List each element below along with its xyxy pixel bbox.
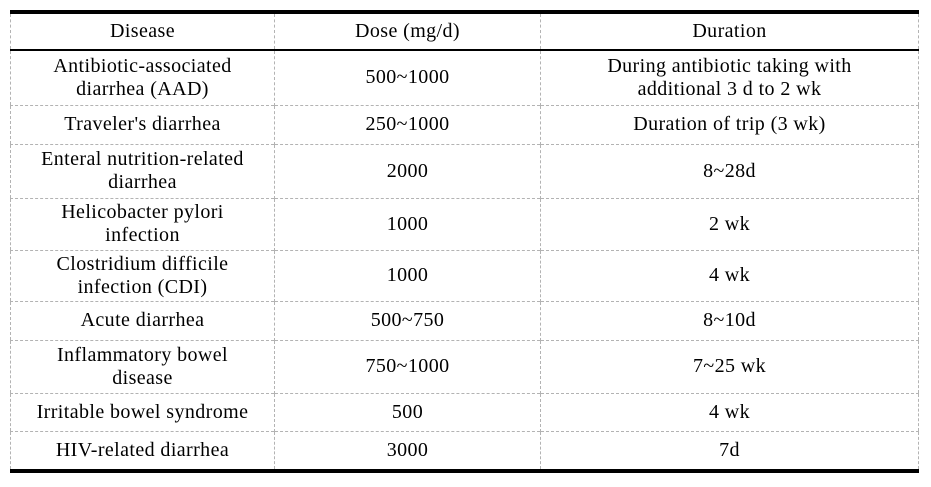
duration-cell: 8~28d <box>540 144 919 198</box>
duration-cell: Duration of trip (3 wk) <box>540 105 919 144</box>
dosage-table-container: Disease Dose (mg/d) Duration Antibiotic-… <box>10 10 919 473</box>
table-row: Helicobacter pylori infection 1000 2 wk <box>10 198 919 250</box>
table-row: HIV-related diarrhea 3000 7d <box>10 431 919 471</box>
duration-cell: 8~10d <box>540 301 919 340</box>
disease-dose-duration-table: Disease Dose (mg/d) Duration Antibiotic-… <box>10 10 919 473</box>
duration-cell: 7~25 wk <box>540 340 919 393</box>
table-row: Clostridium difficile infection (CDI) 10… <box>10 250 919 301</box>
disease-cell: Traveler's diarrhea <box>64 113 221 135</box>
dose-cell: 2000 <box>274 144 541 198</box>
dose-cell: 1000 <box>274 198 541 250</box>
dose-cell: 250~1000 <box>274 105 541 144</box>
header-row: Disease Dose (mg/d) Duration <box>10 12 919 50</box>
duration-cell: During antibiotic taking with additional… <box>540 50 919 105</box>
table-row: Traveler's diarrhea 250~1000 Duration of… <box>10 105 919 144</box>
table-row: Irritable bowel syndrome 500 4 wk <box>10 393 919 431</box>
disease-cell: Helicobacter pylori infection <box>61 201 224 246</box>
column-header-disease: Disease <box>110 20 175 42</box>
column-header-duration: Duration <box>540 12 919 50</box>
duration-cell: 4 wk <box>540 250 919 301</box>
disease-cell: Inflammatory bowel disease <box>56 343 229 389</box>
column-header-dose: Dose (mg/d) <box>274 12 541 50</box>
disease-cell: Irritable bowel syndrome <box>36 400 249 423</box>
disease-cell: Clostridium difficile infection (CDI) <box>56 252 229 298</box>
table-row: Inflammatory bowel disease 750~1000 7~25… <box>10 340 919 393</box>
dose-cell: 750~1000 <box>274 340 541 393</box>
table-row: Enteral nutrition-related diarrhea 2000 … <box>10 144 919 198</box>
duration-cell: 7d <box>540 431 919 471</box>
dose-cell: 500 <box>274 393 541 431</box>
dose-cell: 500~1000 <box>274 50 541 105</box>
disease-cell: Acute diarrhea <box>80 309 205 331</box>
dose-cell: 1000 <box>274 250 541 301</box>
disease-cell: Antibiotic-associated diarrhea (AAD) <box>53 54 232 100</box>
disease-cell: HIV-related diarrhea <box>55 438 230 461</box>
dose-cell: 3000 <box>274 431 541 471</box>
table-row: Antibiotic-associated diarrhea (AAD) 500… <box>11 50 919 105</box>
dose-cell: 500~750 <box>274 301 541 340</box>
disease-cell: Enteral nutrition-related diarrhea <box>41 148 244 193</box>
duration-cell: 2 wk <box>540 198 919 250</box>
table-row: Acute diarrhea 500~750 8~10d <box>10 301 919 340</box>
duration-cell: 4 wk <box>540 393 919 431</box>
